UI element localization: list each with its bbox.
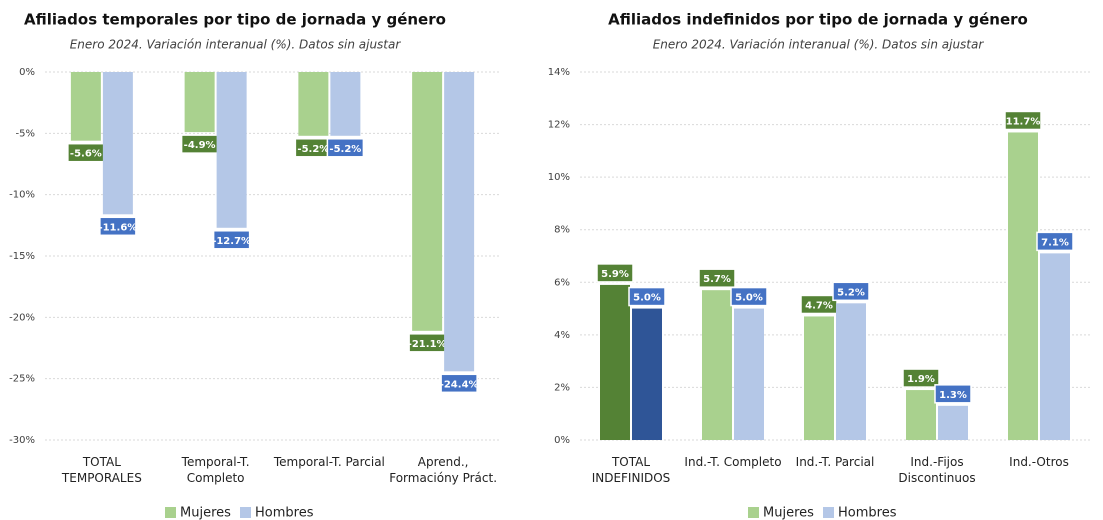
y-tick-label: 6% bbox=[554, 277, 570, 288]
value-label-box bbox=[832, 281, 870, 302]
chart-subtitle: Enero 2024. Variación interanual (%). Da… bbox=[653, 38, 985, 52]
x-tick-label: Temporal-T. Parcial bbox=[273, 455, 385, 469]
legend-label: Mujeres bbox=[180, 506, 231, 520]
value-label-box bbox=[628, 286, 666, 307]
value-label: -21.1% bbox=[408, 339, 447, 350]
value-label: -11.6% bbox=[98, 222, 137, 233]
value-label-box bbox=[326, 138, 365, 158]
bar bbox=[330, 72, 361, 136]
legend-swatch bbox=[823, 507, 834, 518]
x-tick-label: Ind.-T. Completo bbox=[684, 455, 782, 469]
bar bbox=[412, 72, 443, 331]
y-tick-label: 0% bbox=[19, 67, 35, 78]
x-tick-label: Ind.-Fijos Discontinuos bbox=[898, 455, 976, 485]
y-tick-label: -25% bbox=[9, 374, 35, 385]
value-label: 1.9% bbox=[907, 374, 935, 385]
bar bbox=[600, 284, 630, 440]
bar bbox=[734, 308, 764, 440]
value-label: -12.7% bbox=[212, 236, 251, 247]
bar bbox=[102, 72, 133, 215]
y-tick-label: 14% bbox=[548, 67, 570, 78]
value-label: -4.9% bbox=[184, 140, 216, 151]
value-label: 5.0% bbox=[735, 293, 763, 304]
value-label: 5.7% bbox=[703, 274, 731, 285]
y-tick-label: 2% bbox=[554, 382, 570, 393]
y-tick-label: 0% bbox=[554, 435, 570, 446]
value-label-box bbox=[934, 384, 972, 404]
y-tick-label: -5% bbox=[16, 128, 35, 139]
chart-title: Afiliados indefinidos por tipo de jornad… bbox=[608, 11, 1028, 29]
bar bbox=[216, 72, 247, 228]
y-tick-label: 8% bbox=[554, 225, 570, 236]
bar bbox=[632, 308, 662, 440]
value-label: 4.7% bbox=[805, 300, 833, 311]
value-label: 5.9% bbox=[601, 269, 629, 280]
y-tick-label: -10% bbox=[9, 190, 35, 201]
x-tick-label: Temporal-T. Completo bbox=[181, 455, 250, 485]
bar bbox=[444, 72, 475, 372]
bar bbox=[70, 72, 101, 141]
y-tick-label: -30% bbox=[9, 435, 35, 446]
value-label: 11.7% bbox=[1006, 116, 1041, 127]
x-tick-label: Ind.-Otros bbox=[1009, 455, 1069, 469]
value-label-box bbox=[730, 286, 768, 307]
bar bbox=[906, 390, 936, 440]
value-label: 7.1% bbox=[1041, 237, 1069, 248]
bar bbox=[184, 72, 215, 133]
y-tick-label: -15% bbox=[9, 251, 35, 262]
y-tick-label: 4% bbox=[554, 330, 570, 341]
value-label-box bbox=[698, 268, 736, 288]
value-label: -5.2% bbox=[329, 144, 361, 155]
value-label: -24.4% bbox=[440, 379, 479, 390]
x-tick-label: Aprend., Formacióny Práct. bbox=[389, 455, 498, 485]
bar bbox=[702, 290, 732, 440]
value-label-box bbox=[1004, 110, 1042, 131]
value-label-box bbox=[212, 230, 251, 250]
value-label: -5.6% bbox=[70, 149, 102, 160]
x-tick-label: TOTAL TEMPORALES bbox=[61, 455, 142, 485]
value-label: 5.2% bbox=[837, 287, 865, 298]
y-tick-label: 12% bbox=[548, 120, 570, 131]
value-label-box bbox=[1036, 231, 1074, 252]
value-label: -5.2% bbox=[297, 144, 329, 155]
value-label-box bbox=[99, 216, 137, 237]
value-label-box bbox=[596, 263, 634, 283]
bar bbox=[804, 316, 834, 440]
value-label: 1.3% bbox=[939, 390, 967, 401]
value-label-box bbox=[440, 373, 478, 394]
chart-title: Afiliados temporales por tipo de jornada… bbox=[24, 11, 446, 29]
legend-swatch bbox=[748, 507, 759, 518]
bar bbox=[836, 303, 866, 440]
legend-swatch bbox=[165, 507, 176, 518]
value-label: 5.0% bbox=[633, 293, 661, 304]
legend-label: Hombres bbox=[838, 506, 897, 520]
bar bbox=[1040, 253, 1070, 440]
legend-label: Mujeres bbox=[763, 506, 814, 520]
legend-swatch bbox=[240, 507, 251, 518]
y-tick-label: 10% bbox=[548, 172, 570, 183]
bar bbox=[1008, 132, 1038, 440]
bar bbox=[938, 405, 968, 440]
legend-label: Hombres bbox=[255, 506, 314, 520]
x-tick-label: Ind.-T. Parcial bbox=[795, 455, 875, 469]
x-tick-label: TOTAL INDEFINIDOS bbox=[591, 455, 671, 485]
y-tick-label: -20% bbox=[9, 312, 35, 323]
value-label-box bbox=[902, 368, 940, 388]
bar bbox=[298, 72, 329, 136]
chart-subtitle: Enero 2024. Variación interanual (%). Da… bbox=[70, 38, 402, 52]
